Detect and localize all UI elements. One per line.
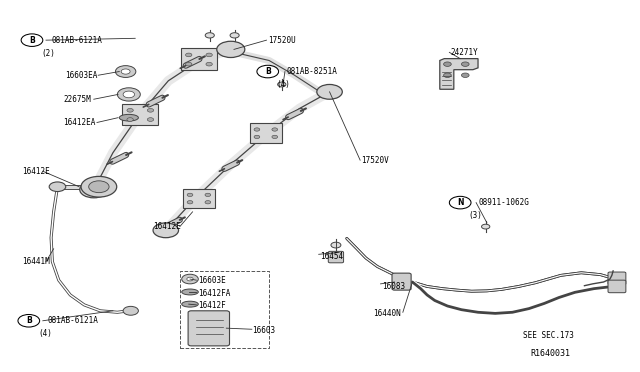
Circle shape <box>205 201 211 204</box>
Text: B: B <box>26 316 31 325</box>
Text: 081AB-6121A: 081AB-6121A <box>48 316 99 325</box>
Text: 16412EA: 16412EA <box>63 118 95 127</box>
Text: 16083: 16083 <box>382 282 405 291</box>
Text: 16412E: 16412E <box>22 167 50 176</box>
Circle shape <box>461 62 469 66</box>
Text: 16441M: 16441M <box>22 257 50 266</box>
Text: 16603E: 16603E <box>198 276 225 285</box>
Text: 16603: 16603 <box>252 326 275 335</box>
Text: (4): (4) <box>276 80 291 89</box>
Circle shape <box>49 182 66 192</box>
FancyBboxPatch shape <box>181 48 217 70</box>
Ellipse shape <box>119 114 138 121</box>
Text: N: N <box>457 198 463 207</box>
Circle shape <box>127 109 133 112</box>
Circle shape <box>254 135 260 138</box>
Circle shape <box>187 193 193 196</box>
Circle shape <box>331 242 341 248</box>
Text: 08911-1062G: 08911-1062G <box>478 198 529 207</box>
Circle shape <box>80 182 108 198</box>
Circle shape <box>121 69 130 74</box>
FancyBboxPatch shape <box>250 123 282 143</box>
Circle shape <box>206 62 212 66</box>
Circle shape <box>117 88 140 101</box>
Circle shape <box>147 109 154 112</box>
Text: (4): (4) <box>38 329 52 338</box>
Circle shape <box>182 274 198 284</box>
Circle shape <box>127 118 133 121</box>
Ellipse shape <box>182 301 198 307</box>
FancyBboxPatch shape <box>392 273 411 290</box>
Text: B: B <box>265 67 271 76</box>
FancyBboxPatch shape <box>183 189 215 208</box>
Circle shape <box>147 118 154 121</box>
Circle shape <box>461 73 469 77</box>
Text: 24271Y: 24271Y <box>451 48 478 57</box>
Text: (3): (3) <box>468 211 483 220</box>
Text: 16412FA: 16412FA <box>198 289 230 298</box>
Text: 17520U: 17520U <box>268 36 296 45</box>
Circle shape <box>317 84 342 99</box>
Text: B: B <box>29 36 35 45</box>
Circle shape <box>115 65 136 77</box>
Text: (2): (2) <box>42 49 56 58</box>
Polygon shape <box>440 59 478 89</box>
FancyBboxPatch shape <box>608 272 626 285</box>
FancyBboxPatch shape <box>122 104 158 125</box>
Circle shape <box>186 62 192 66</box>
Circle shape <box>230 33 239 38</box>
Circle shape <box>206 53 212 57</box>
Circle shape <box>123 307 138 315</box>
Circle shape <box>187 201 193 204</box>
Circle shape <box>186 53 192 57</box>
Text: 16412F: 16412F <box>198 301 225 311</box>
FancyBboxPatch shape <box>608 280 626 293</box>
Text: R1640031: R1640031 <box>531 350 570 359</box>
Circle shape <box>272 128 278 131</box>
Circle shape <box>217 41 245 58</box>
Ellipse shape <box>182 289 198 295</box>
Circle shape <box>278 82 286 87</box>
Text: 22675M: 22675M <box>63 95 91 104</box>
Circle shape <box>254 128 260 131</box>
Circle shape <box>481 224 490 229</box>
Text: 16454: 16454 <box>320 251 343 261</box>
Circle shape <box>89 181 109 193</box>
Circle shape <box>444 62 451 66</box>
Circle shape <box>444 73 451 77</box>
Text: 081AB-6121A: 081AB-6121A <box>51 36 102 45</box>
Circle shape <box>123 91 134 98</box>
Text: 16440N: 16440N <box>373 309 401 318</box>
FancyBboxPatch shape <box>328 251 344 263</box>
FancyBboxPatch shape <box>188 311 230 346</box>
Text: 081AB-8251A: 081AB-8251A <box>287 67 338 76</box>
Circle shape <box>205 193 211 196</box>
Circle shape <box>187 277 193 281</box>
Text: 16603EA: 16603EA <box>65 71 97 80</box>
Circle shape <box>205 33 214 38</box>
Circle shape <box>153 223 179 238</box>
Circle shape <box>81 176 116 197</box>
Text: 16412E: 16412E <box>153 222 180 231</box>
Text: 17520V: 17520V <box>362 155 389 165</box>
Text: SEE SEC.173: SEE SEC.173 <box>523 331 573 340</box>
Circle shape <box>272 135 278 138</box>
